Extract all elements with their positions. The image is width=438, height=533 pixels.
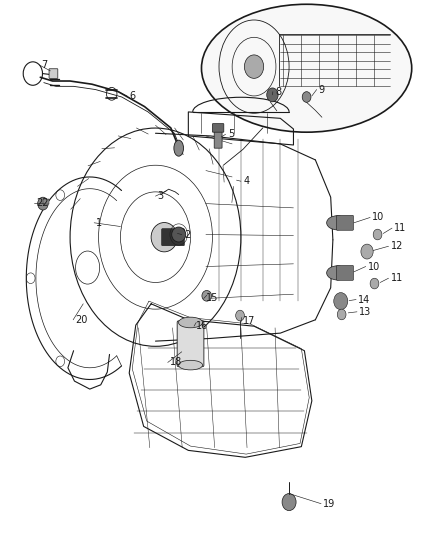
Text: 12: 12 xyxy=(391,241,403,251)
Ellipse shape xyxy=(151,222,177,252)
FancyBboxPatch shape xyxy=(43,199,49,204)
Text: 13: 13 xyxy=(359,307,371,317)
Circle shape xyxy=(282,494,296,511)
Text: 6: 6 xyxy=(129,91,135,101)
Text: 16: 16 xyxy=(196,321,208,331)
FancyBboxPatch shape xyxy=(49,69,58,78)
Text: 3: 3 xyxy=(158,191,164,201)
Text: 10: 10 xyxy=(368,262,380,271)
Circle shape xyxy=(373,229,382,240)
Text: 18: 18 xyxy=(170,358,182,367)
Text: 22: 22 xyxy=(36,198,49,207)
FancyBboxPatch shape xyxy=(214,131,222,148)
Text: 1: 1 xyxy=(96,218,102,228)
Circle shape xyxy=(361,244,373,259)
Circle shape xyxy=(236,310,244,321)
Text: 14: 14 xyxy=(358,295,371,304)
Text: 4: 4 xyxy=(243,176,249,186)
Text: 19: 19 xyxy=(323,499,336,508)
Circle shape xyxy=(302,92,311,102)
Circle shape xyxy=(370,278,379,289)
Text: 10: 10 xyxy=(372,213,385,222)
FancyBboxPatch shape xyxy=(162,229,184,246)
Circle shape xyxy=(267,88,278,102)
Ellipse shape xyxy=(202,290,212,301)
Text: 5: 5 xyxy=(228,130,234,139)
FancyBboxPatch shape xyxy=(177,321,204,367)
Text: 11: 11 xyxy=(394,223,406,233)
Ellipse shape xyxy=(179,360,202,370)
Text: 15: 15 xyxy=(206,294,218,303)
FancyBboxPatch shape xyxy=(336,215,353,230)
Text: 11: 11 xyxy=(391,273,403,283)
Ellipse shape xyxy=(201,4,412,132)
Circle shape xyxy=(38,197,48,210)
Text: 8: 8 xyxy=(275,87,281,96)
Text: 17: 17 xyxy=(243,316,255,326)
FancyBboxPatch shape xyxy=(336,265,353,280)
Ellipse shape xyxy=(327,266,348,280)
Ellipse shape xyxy=(179,317,202,328)
FancyBboxPatch shape xyxy=(212,124,224,132)
Ellipse shape xyxy=(174,140,184,156)
Text: 7: 7 xyxy=(42,60,48,70)
Ellipse shape xyxy=(327,216,348,230)
Text: 9: 9 xyxy=(319,85,325,94)
Circle shape xyxy=(244,55,264,78)
Ellipse shape xyxy=(172,227,186,242)
Circle shape xyxy=(334,293,348,310)
Text: 2: 2 xyxy=(184,230,190,239)
Circle shape xyxy=(337,309,346,320)
Text: 20: 20 xyxy=(75,315,88,325)
